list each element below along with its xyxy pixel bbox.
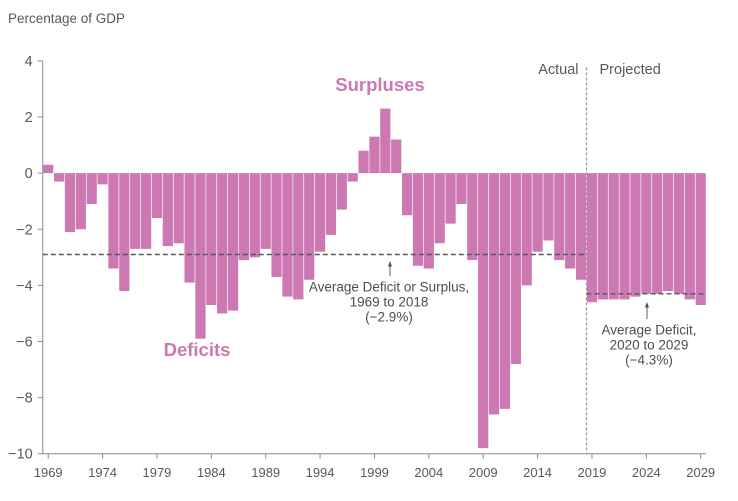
svg-text:−4: −4 bbox=[16, 278, 33, 294]
svg-text:1969: 1969 bbox=[34, 465, 63, 480]
svg-text:1979: 1979 bbox=[142, 465, 171, 480]
svg-text:2014: 2014 bbox=[523, 465, 552, 480]
svg-text:2024: 2024 bbox=[632, 465, 661, 480]
svg-text:2004: 2004 bbox=[414, 465, 443, 480]
svg-text:−2: −2 bbox=[16, 222, 33, 238]
svg-text:−10: −10 bbox=[8, 447, 33, 463]
svg-text:Surpluses: Surpluses bbox=[335, 74, 424, 95]
svg-text:−8: −8 bbox=[16, 391, 33, 407]
svg-text:4: 4 bbox=[25, 54, 33, 70]
svg-text:1989: 1989 bbox=[251, 465, 280, 480]
svg-text:2: 2 bbox=[25, 110, 33, 126]
svg-text:1999: 1999 bbox=[360, 465, 389, 480]
svg-text:Average Deficit,: Average Deficit, bbox=[601, 323, 696, 338]
svg-text:2019: 2019 bbox=[577, 465, 606, 480]
svg-text:1994: 1994 bbox=[306, 465, 335, 480]
svg-text:1984: 1984 bbox=[197, 465, 226, 480]
svg-text:1969 to 2018: 1969 to 2018 bbox=[350, 295, 429, 310]
svg-text:(−4.3%): (−4.3%) bbox=[625, 353, 673, 368]
svg-text:Projected: Projected bbox=[600, 62, 661, 78]
svg-text:2020 to 2029: 2020 to 2029 bbox=[610, 338, 689, 353]
svg-text:Actual: Actual bbox=[538, 62, 578, 78]
svg-text:Deficits: Deficits bbox=[164, 339, 231, 360]
svg-text:(−2.9%): (−2.9%) bbox=[365, 310, 413, 325]
svg-text:1974: 1974 bbox=[88, 465, 117, 480]
svg-text:2029: 2029 bbox=[686, 465, 715, 480]
svg-text:0: 0 bbox=[25, 166, 33, 182]
svg-text:−6: −6 bbox=[16, 335, 33, 351]
svg-text:2009: 2009 bbox=[469, 465, 498, 480]
svg-text:Average Deficit or Surplus,: Average Deficit or Surplus, bbox=[309, 280, 469, 295]
